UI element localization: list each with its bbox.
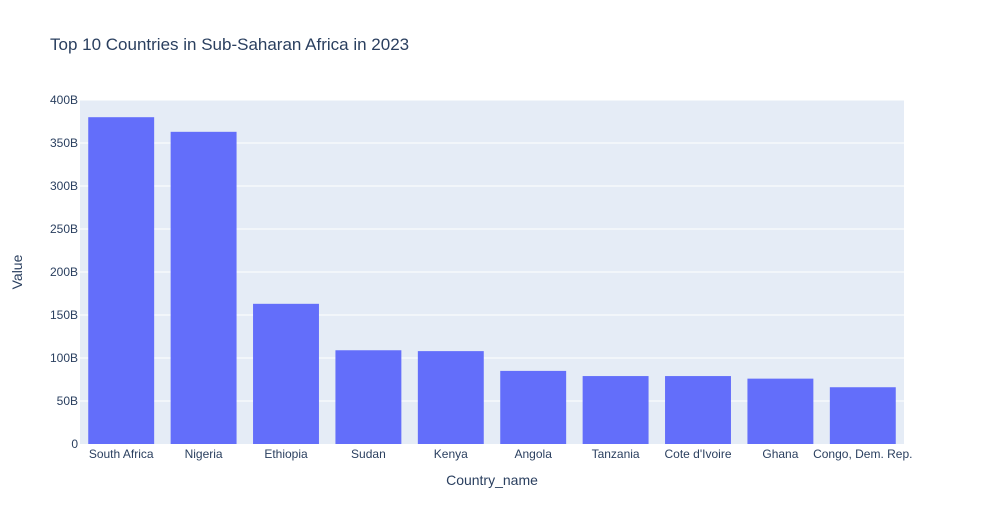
x-tick-label: Kenya [434, 447, 468, 461]
y-tick-label: 400B [50, 93, 78, 107]
x-axis-ticks: South Africa Nigeria Ethiopia Sudan Kenya Ang… [89, 447, 913, 461]
bar[interactable]: Angola: 85B [500, 370, 567, 444]
x-tick-label: Congo, Dem. Rep. [813, 447, 912, 461]
y-axis-ticks: 0 50B 100B 150B 200B 250B 300B 350B 400B [50, 93, 78, 451]
bar[interactable]: Tanzania: 79B [582, 376, 649, 444]
x-tick-label: Tanzania [592, 447, 640, 461]
y-tick-label: 250B [50, 222, 78, 236]
chart-title: Top 10 Countries in Sub-Saharan Africa i… [50, 35, 409, 54]
y-tick-label: 50B [57, 394, 78, 408]
bar[interactable]: Ghana: 76B [747, 378, 814, 444]
y-tick-label: 100B [50, 351, 78, 365]
y-axis-title: Value [9, 254, 25, 289]
y-tick-label: 200B [50, 265, 78, 279]
y-tick-label: 150B [50, 308, 78, 322]
x-tick-label: Ghana [762, 447, 798, 461]
bars: South Africa: 380BNigeria: 363BEthiopia:… [88, 117, 896, 444]
x-tick-label: Cote d'Ivoire [665, 447, 732, 461]
x-tick-label: Sudan [351, 447, 386, 461]
y-tick-label: 300B [50, 179, 78, 193]
y-tick-label: 350B [50, 136, 78, 150]
y-tick-label: 0 [71, 437, 78, 451]
bar[interactable]: Kenya: 108B [417, 351, 484, 444]
bar[interactable]: Congo, Dem. Rep.: 66B [829, 387, 896, 444]
x-axis-title: Country_name [446, 472, 538, 488]
bar[interactable]: Nigeria: 363B [170, 131, 237, 444]
x-tick-label: Angola [515, 447, 553, 461]
x-tick-label: Ethiopia [264, 447, 308, 461]
x-tick-label: South Africa [89, 447, 154, 461]
bar[interactable]: South Africa: 380B [88, 117, 155, 444]
bar[interactable]: Sudan: 109B [335, 350, 402, 444]
bar[interactable]: Ethiopia: 163B [253, 303, 319, 444]
bar[interactable]: Cote d'Ivoire: 79B [665, 376, 731, 444]
x-tick-label: Nigeria [185, 447, 223, 461]
